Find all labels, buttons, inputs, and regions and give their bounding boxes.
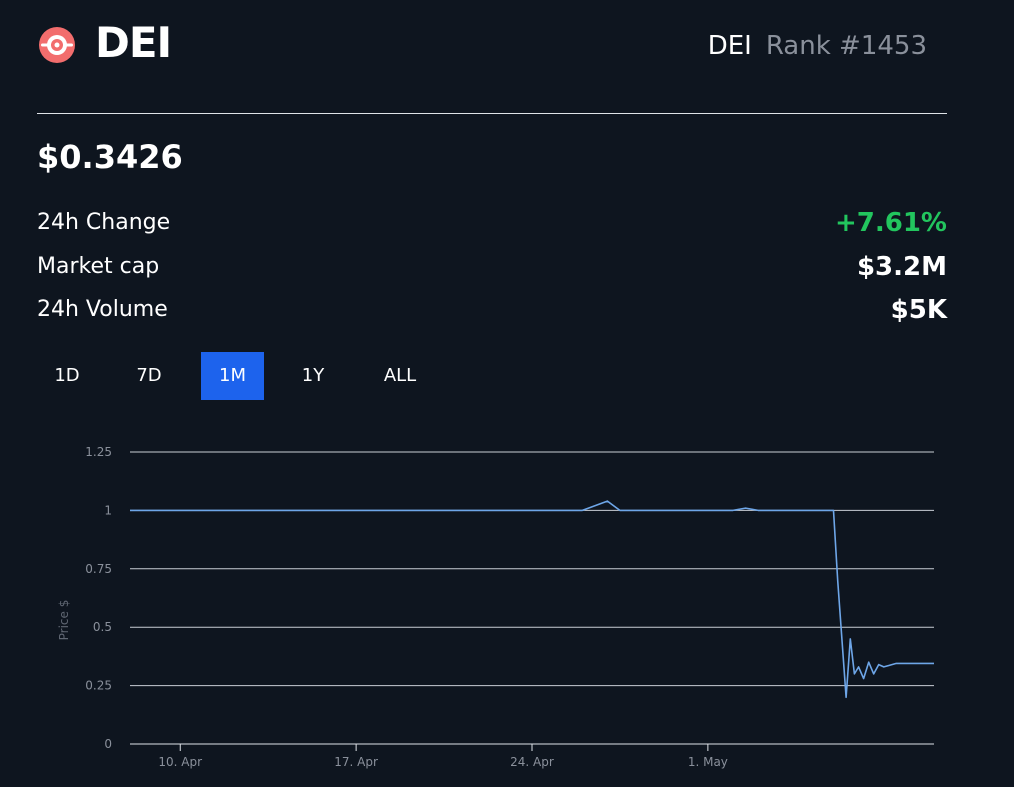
- y-tick-label: 1.25: [85, 445, 112, 459]
- y-tick-label: 0.25: [85, 679, 112, 693]
- x-tick-label: 1. May: [688, 755, 728, 769]
- header-divider: [37, 113, 947, 114]
- stat-row-24h-volume: 24h Volume $5K: [37, 294, 947, 326]
- stat-row-24h-change: 24h Change +7.61%: [37, 207, 947, 239]
- price-chart[interactable]: 0 0.25 0.5 0.75 1 1.25 10. Apr 17. Apr 24. Apr 1.…: [0, 420, 1014, 787]
- stat-label: Market cap: [37, 254, 160, 279]
- y-tick-label: 0.5: [93, 620, 112, 634]
- stat-label: 24h Change: [37, 210, 171, 235]
- tab-7d[interactable]: 7D: [136, 365, 162, 386]
- tab-1m[interactable]: 1M: [201, 352, 264, 400]
- stat-value: $5K: [890, 295, 947, 325]
- tab-1d[interactable]: 1D: [54, 365, 80, 386]
- y-axis-title: Price $: [57, 600, 71, 641]
- y-tick-label: 0: [104, 737, 112, 751]
- stat-label: 24h Volume: [37, 297, 168, 322]
- y-tick-label: 0.75: [85, 562, 112, 576]
- stat-row-market-cap: Market cap $3.2M: [37, 251, 947, 283]
- stat-value: $3.2M: [856, 252, 947, 282]
- coin-name: DEI: [95, 18, 172, 67]
- tab-all[interactable]: ALL: [383, 365, 417, 386]
- tab-1y[interactable]: 1Y: [301, 365, 325, 386]
- price-chart-svg: 0 0.25 0.5 0.75 1 1.25 10. Apr 17. Apr 24. Apr 1.…: [57, 445, 934, 769]
- x-tick-label: 17. Apr: [334, 755, 378, 769]
- coin-rank: Rank #1453: [765, 31, 927, 61]
- x-tick-label: 24. Apr: [510, 755, 554, 769]
- coin-header: DEI DEI Rank #1453: [37, 18, 947, 67]
- symbol-rank: DEI Rank #1453: [708, 31, 927, 61]
- dei-logo-icon: [37, 25, 77, 65]
- stat-value: +7.61%: [835, 208, 947, 238]
- x-tick-label: 10. Apr: [158, 755, 202, 769]
- coin-symbol: DEI: [707, 31, 752, 61]
- y-tick-label: 1: [104, 503, 112, 517]
- price-series-line: [130, 500, 934, 699]
- current-price: $0.3426: [37, 138, 183, 176]
